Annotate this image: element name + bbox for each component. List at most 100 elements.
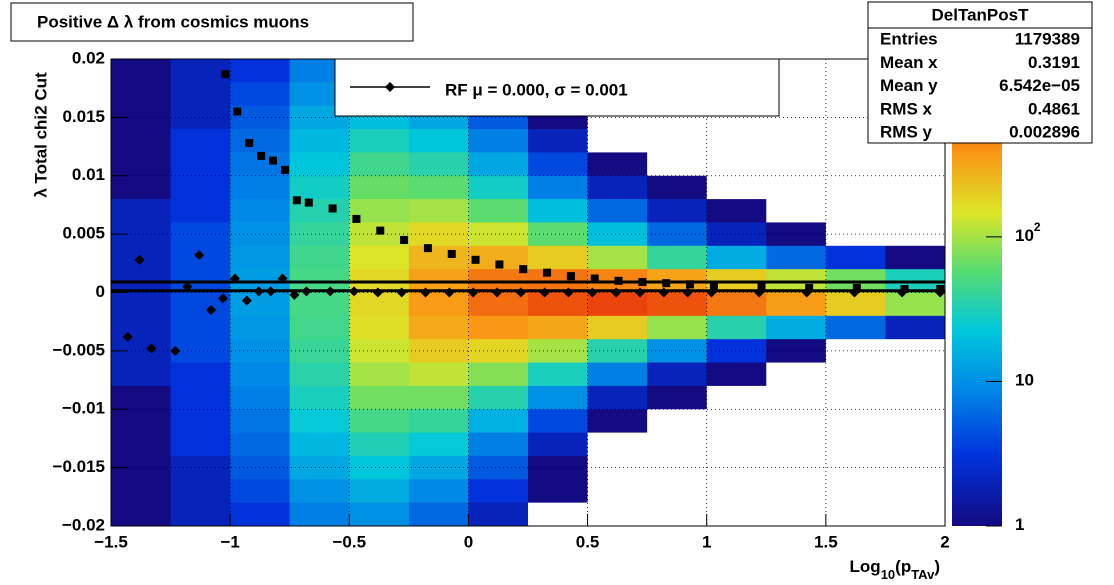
heatmap-cell: [289, 409, 350, 434]
z-tick-base: 10: [1015, 371, 1034, 390]
heatmap-cell: [349, 245, 410, 270]
heatmap-cell: [885, 245, 946, 270]
heatmap-cell: [825, 245, 886, 270]
heatmap-cell: [766, 105, 827, 130]
heatmap-cell: [766, 222, 827, 247]
stats-value: 0.4861: [1028, 99, 1080, 118]
z-tick-exp: 2: [1034, 220, 1041, 234]
heatmap-cell: [587, 409, 648, 434]
heatmap-cell: [587, 199, 648, 223]
heatmap-cell: [230, 245, 291, 270]
y-tick-label: 0: [96, 282, 105, 301]
stats-value: 6.542e−05: [999, 76, 1080, 95]
heatmap-cell: [528, 385, 589, 410]
point: [289, 289, 300, 300]
point: [495, 260, 504, 269]
heatmap-cell: [647, 292, 708, 317]
heatmap-cell: [170, 105, 231, 130]
point: [468, 287, 479, 298]
point: [805, 283, 814, 292]
stats-label: Mean x: [880, 53, 938, 72]
heatmap-cell: [647, 245, 708, 270]
point: [396, 287, 407, 298]
point: [471, 255, 480, 264]
heatmap-cell: [706, 222, 767, 247]
heatmap-cell: [230, 385, 291, 410]
heatmap-cell: [468, 199, 529, 223]
z-tick-base: 10: [1015, 226, 1034, 245]
heatmap-cell: [408, 292, 469, 317]
heatmap-cell: [230, 82, 291, 107]
y-tick-label: −0.015: [53, 457, 105, 476]
point: [754, 287, 765, 298]
heatmap-cell: [528, 362, 589, 387]
heatmap-cell: [111, 409, 172, 434]
heatmap-cell: [349, 175, 410, 200]
heatmap-cell: [766, 362, 827, 387]
heatmap-cell: [230, 502, 291, 527]
point: [301, 286, 312, 297]
heatmap-cell: [230, 175, 291, 200]
point: [420, 287, 431, 298]
heatmap-cell: [468, 502, 529, 527]
heatmap-cell: [706, 245, 767, 270]
heatmap-cell: [528, 339, 589, 364]
z-tick-label: 10: [1015, 371, 1034, 390]
heatmap-cell: [706, 129, 767, 153]
point: [686, 280, 695, 289]
point: [206, 305, 217, 316]
x-tick-label: 0.5: [576, 532, 600, 551]
overlay: [110, 58, 946, 527]
point: [372, 287, 383, 298]
heatmap-cell: [468, 152, 529, 177]
heatmap-cell: [289, 385, 350, 410]
heatmap-cell: [885, 152, 946, 177]
heatmap-cell: [408, 315, 469, 340]
heatmap-cell: [528, 245, 589, 270]
heatmap-cell: [528, 315, 589, 340]
point: [566, 272, 575, 281]
heatmap-cell: [825, 292, 886, 317]
heatmap-cell: [468, 129, 529, 153]
heatmap-cell: [587, 222, 648, 247]
heatmap-cell: [408, 502, 469, 527]
heatmap-cell: [647, 152, 708, 177]
stats-value: 0.3191: [1028, 53, 1080, 72]
heatmap-cell: [349, 199, 410, 223]
stats-value: 0.002896: [1009, 123, 1080, 142]
z-tick-label: 1: [1015, 515, 1024, 534]
heatmap-cell: [528, 152, 589, 177]
point: [194, 250, 205, 261]
heatmap-cell: [408, 455, 469, 480]
heatmap-cell: [647, 479, 708, 504]
point: [587, 287, 598, 298]
heatmap-cell: [230, 199, 291, 223]
heatmap-cell: [647, 315, 708, 340]
heatmap-cell: [170, 175, 231, 200]
heatmap-cell: [706, 362, 767, 387]
point: [328, 204, 337, 213]
heatmap-cell: [528, 222, 589, 247]
heatmap-cell: [408, 339, 469, 364]
point: [519, 265, 528, 274]
heatmap-cell: [468, 222, 529, 247]
heatmap: [111, 59, 946, 527]
heatmap-cell: [408, 409, 469, 434]
heatmap-cell: [647, 385, 708, 410]
heatmap-cell: [587, 385, 648, 410]
heatmap-cell: [587, 152, 648, 177]
point: [935, 287, 946, 298]
heatmap-cell: [766, 292, 827, 317]
heatmap-cell: [766, 455, 827, 480]
heatmap-cell: [289, 292, 350, 317]
y-tick-label: 0.02: [72, 48, 105, 67]
point: [849, 287, 860, 298]
heatmap-cell: [468, 362, 529, 387]
heatmap-cell: [647, 502, 708, 527]
heatmap-cell: [766, 409, 827, 434]
heatmap-cell: [885, 362, 946, 387]
heatmap-cell: [587, 455, 648, 480]
heatmap-cell: [408, 245, 469, 270]
heatmap-cell: [468, 409, 529, 434]
